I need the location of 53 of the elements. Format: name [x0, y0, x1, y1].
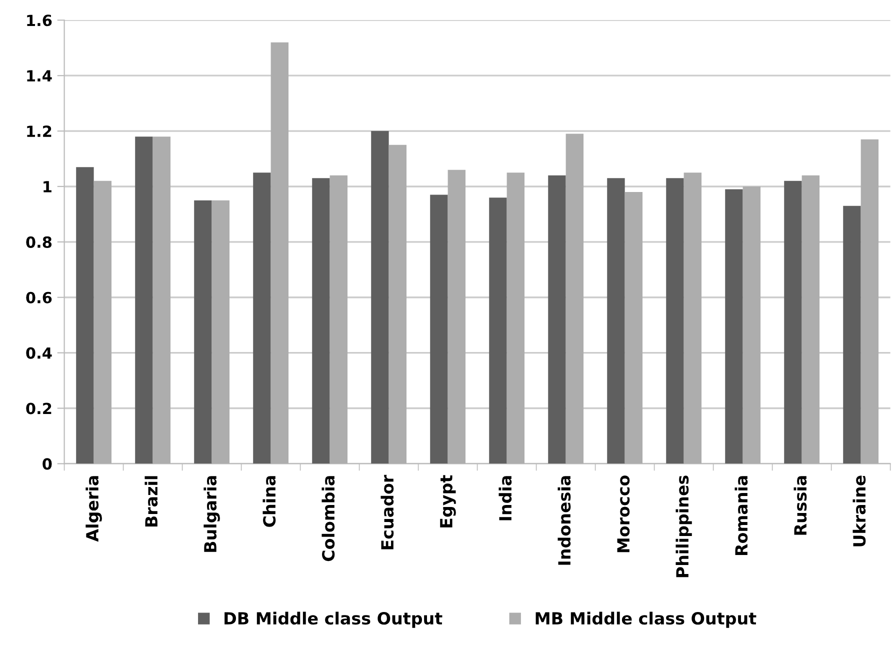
bar: [506, 172, 525, 464]
bar: [843, 206, 861, 464]
x-tick-label: Romania: [734, 476, 748, 555]
bar: [270, 42, 289, 464]
x-tick-label: Ukraine: [852, 476, 866, 546]
y-tick-label: 0.8: [26, 236, 52, 248]
x-tick-label: Philippines: [676, 476, 692, 578]
bar: [388, 144, 407, 464]
bar: [135, 136, 153, 464]
bar: [371, 131, 389, 464]
bar: [94, 180, 112, 464]
bar: [152, 136, 170, 464]
y-tick-label: 1: [44, 181, 52, 192]
x-tick-label: Colombia: [322, 476, 335, 562]
bar: [430, 194, 448, 464]
bar: [448, 170, 466, 464]
bar: [624, 192, 643, 464]
y-tick-label: 1.2: [27, 126, 52, 137]
bar: [607, 178, 625, 464]
x-tick-label: Russia: [794, 476, 807, 535]
y-tick-label: 0.2: [26, 402, 52, 414]
bar: [684, 172, 702, 464]
x-tick-label: Algeria: [86, 476, 102, 542]
bar: [802, 175, 820, 464]
bar: [212, 200, 230, 464]
legend-label: MB Middle class Output: [536, 612, 756, 628]
bar: [330, 175, 348, 464]
bar: [194, 200, 212, 464]
bar: [566, 134, 584, 464]
x-tick-label: Indonesia: [558, 476, 571, 565]
bar: [76, 167, 94, 464]
bar: [784, 180, 802, 464]
x-tick-label: Ecuador: [380, 474, 394, 550]
x-tick-label: China: [262, 476, 276, 527]
bar: [725, 189, 743, 464]
x-tick-label: India: [498, 476, 512, 520]
x-tick-label: Brazil: [144, 476, 158, 527]
bar: [489, 198, 507, 464]
bar: [666, 178, 684, 464]
bar: [312, 178, 330, 464]
y-tick-label: 0.4: [26, 347, 52, 359]
bar: [742, 186, 761, 464]
y-tick-label: 0: [42, 458, 52, 470]
y-tick-label: 1.6: [27, 14, 52, 26]
bar: [253, 172, 271, 464]
bar: [860, 139, 879, 464]
legend-label: DB Middle class Output: [224, 612, 442, 628]
x-tick-label: Bulgaria: [204, 476, 220, 552]
y-tick-label: 0.6: [26, 292, 52, 304]
y-tick-label: 1.4: [27, 70, 52, 82]
bar: [548, 175, 566, 464]
x-tick-label: Egypt: [440, 475, 456, 528]
x-tick-label: Morocco: [617, 476, 630, 552]
